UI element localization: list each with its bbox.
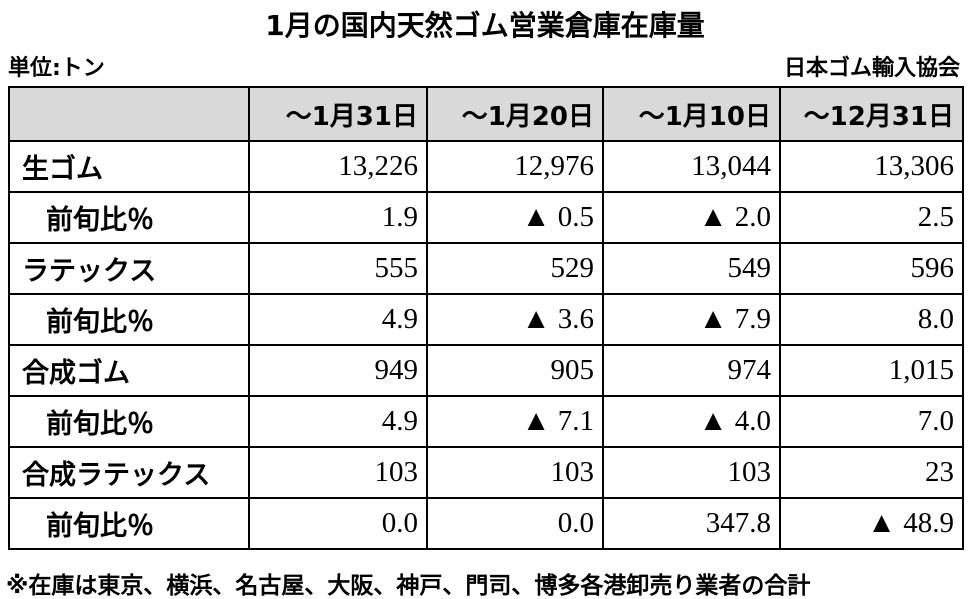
table-row: 合成ラテックス 103 103 103 23	[8, 446, 964, 499]
cell: 549	[602, 242, 781, 295]
cell: 2.5	[779, 191, 964, 244]
table-row: 合成ゴム 949 905 974 1,015	[8, 344, 964, 397]
cell: 974	[602, 344, 781, 397]
cell: 13,226	[248, 140, 428, 193]
unit: 単位:トン	[8, 56, 105, 81]
cell: 0.0	[426, 497, 604, 550]
cell: 905	[426, 344, 604, 397]
table: ～1月31日 ～1月20日 ～1月10日 ～12月31日 生ゴム 13,226 12,97…	[8, 86, 964, 550]
row-label: 前旬比％	[8, 497, 250, 550]
corner-cell	[8, 86, 250, 142]
column-header: ～12月31日	[779, 86, 964, 142]
cell: 103	[602, 446, 781, 499]
row-label: 合成ゴム	[8, 344, 250, 397]
table-row: 前旬比％ 4.9 ▲ 3.6 ▲ 7.9 8.0	[8, 293, 964, 346]
cell: 13,306	[779, 140, 964, 193]
header-row: ～1月31日 ～1月20日 ～1月10日 ～12月31日	[8, 86, 964, 142]
cell: 23	[779, 446, 964, 499]
cell: 529	[426, 242, 604, 295]
cell: 13,044	[602, 140, 781, 193]
cell: 949	[248, 344, 428, 397]
table-row: 生ゴム 13,226 12,976 13,044 13,306	[8, 140, 964, 193]
row-label: 前旬比％	[8, 293, 250, 346]
row-label: 生ゴム	[8, 140, 250, 193]
cell: ▲ 3.6	[426, 293, 604, 346]
column-header: ～1月31日	[248, 86, 428, 142]
row-label: ラテックス	[8, 242, 250, 295]
row-label: 前旬比％	[8, 191, 250, 244]
cell: 1,015	[779, 344, 964, 397]
row-label: 合成ラテックス	[8, 446, 250, 499]
column-header: ～1月10日	[602, 86, 781, 142]
cell: 8.0	[779, 293, 964, 346]
cell: ▲ 0.5	[426, 191, 604, 244]
cell: ▲ 7.9	[602, 293, 781, 346]
table-row: 前旬比％ 0.0 0.0 347.8 ▲ 48.9	[8, 497, 964, 550]
cell: 4.9	[248, 293, 428, 346]
column-header: ～1月20日	[426, 86, 604, 142]
cell: 555	[248, 242, 428, 295]
row-label: 前旬比％	[8, 395, 250, 448]
cell: ▲ 4.0	[602, 395, 781, 448]
footnote: ※在庫は東京、横浜、名古屋、大阪、神戸、門司、博多各港卸売り業者の合計	[6, 573, 811, 599]
table-row: ラテックス 555 529 549 596	[8, 242, 964, 295]
cell: ▲ 7.1	[426, 395, 604, 448]
cell: ▲ 2.0	[602, 191, 781, 244]
table-row: 前旬比％ 1.9 ▲ 0.5 ▲ 2.0 2.5	[8, 191, 964, 244]
cell: 596	[779, 242, 964, 295]
title: 1月の国内天然ゴム営業倉庫在庫量	[265, 9, 705, 42]
cell: 347.8	[602, 497, 781, 550]
table-row: 前旬比％ 4.9 ▲ 7.1 ▲ 4.0 7.0	[8, 395, 964, 448]
cell: ▲ 48.9	[779, 497, 964, 550]
source: 日本ゴム輸入協会	[783, 56, 960, 81]
cell: 0.0	[248, 497, 428, 550]
cell: 7.0	[779, 395, 964, 448]
cell: 103	[248, 446, 428, 499]
cell: 1.9	[248, 191, 428, 244]
cell: 4.9	[248, 395, 428, 448]
cell: 12,976	[426, 140, 604, 193]
table-body: 生ゴム 13,226 12,976 13,044 13,306 前旬比％ 1.9 ▲ 0.5 ▲…	[8, 140, 964, 550]
cell: 103	[426, 446, 604, 499]
